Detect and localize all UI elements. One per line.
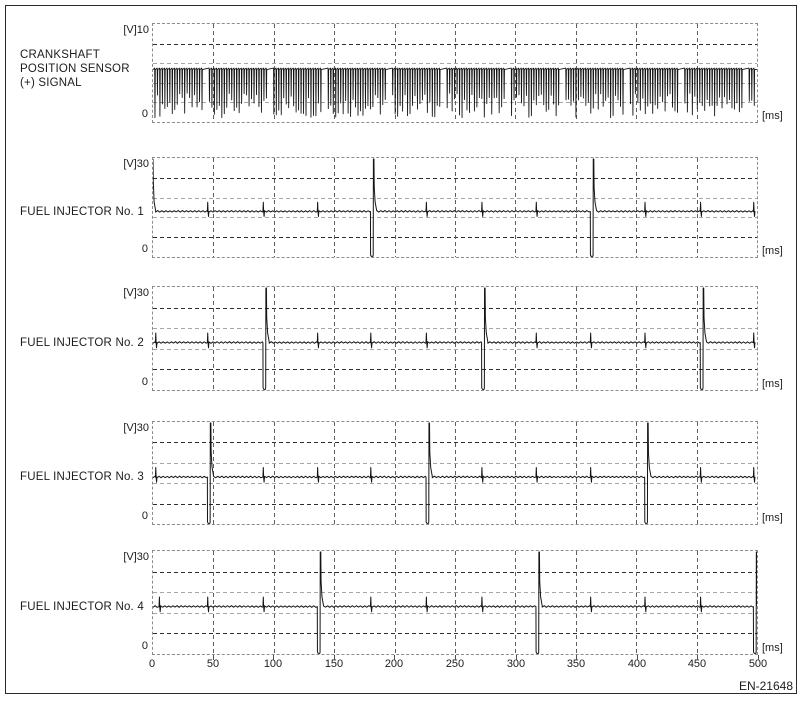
y-axis-zero-label: 0 <box>141 640 148 652</box>
x-axis-tick-label: 400 <box>627 658 647 670</box>
fuel-injector-2-trace <box>153 288 755 389</box>
crankshaft-position-sensor-signal-waveform <box>153 24 757 122</box>
fuel-injector-1-chart <box>152 157 758 258</box>
fuel-injector-2-waveform <box>153 287 757 390</box>
x-axis-tick-label: 300 <box>506 658 526 670</box>
y-axis-zero-label: 0 <box>141 510 148 522</box>
x-axis-tick-mark <box>637 655 638 660</box>
fuel-injector-2-label: FUEL INJECTOR No. 2 <box>20 336 144 350</box>
x-axis-tick-mark <box>273 655 274 660</box>
y-axis-max-label: [V]30 <box>123 551 149 563</box>
crankshaft-position-sensor-signal-label-line: (+) SIGNAL <box>20 77 82 89</box>
x-axis-tick-label: 200 <box>384 658 404 670</box>
x-axis-tick-label: 250 <box>445 658 465 670</box>
x-axis-tick-mark <box>334 655 335 660</box>
fuel-injector-2-chart <box>152 286 758 391</box>
crankshaft-position-sensor-signal-chart <box>152 23 758 123</box>
figure-code: EN-21648 <box>738 679 793 693</box>
fuel-injector-3-chart <box>152 421 758 525</box>
x-axis-tick-label: 150 <box>324 658 344 670</box>
fuel-injector-3-waveform <box>153 422 757 524</box>
y-axis-zero-label: 0 <box>141 108 148 120</box>
crankshaft-position-sensor-signal-label-line: POSITION SENSOR <box>20 63 130 75</box>
x-axis-tick-label: 450 <box>687 658 707 670</box>
x-axis-unit-label: [ms] <box>762 378 783 390</box>
y-axis-max-label: [V]30 <box>123 158 149 170</box>
x-axis-tick-mark <box>394 655 395 660</box>
x-axis-tick-mark <box>516 655 517 660</box>
crankshaft-position-sensor-signal-label: CRANKSHAFT POSITION SENSOR (+) SIGNAL <box>20 48 130 90</box>
fuel-injector-1-label: FUEL INJECTOR No. 1 <box>20 205 144 219</box>
x-axis-unit-label: [ms] <box>762 110 783 122</box>
x-axis-unit-label: [ms] <box>762 245 783 257</box>
x-axis-tick-mark <box>697 655 698 660</box>
fuel-injector-1-label-line: FUEL INJECTOR No. 1 <box>20 206 144 218</box>
x-axis-unit-label: [ms] <box>762 512 783 524</box>
fuel-injector-4-trace <box>153 552 757 653</box>
fuel-injector-3-trace <box>153 423 755 523</box>
fuel-injector-4-label: FUEL INJECTOR No. 4 <box>20 600 144 614</box>
x-axis-tick-mark <box>213 655 214 660</box>
x-axis-tick-mark <box>758 655 759 660</box>
fuel-injector-1-trace <box>153 159 755 256</box>
x-axis-tick-label: 500 <box>748 658 768 670</box>
crankshaft-position-sensor-signal-label-line: CRANKSHAFT <box>20 49 100 61</box>
fuel-injector-3-label: FUEL INJECTOR No. 3 <box>20 470 144 484</box>
fuel-injector-4-waveform <box>153 551 757 654</box>
crankshaft-position-sensor-signal-trace <box>153 68 757 117</box>
y-axis-zero-label: 0 <box>141 243 148 255</box>
x-axis-tick-label: 50 <box>206 658 220 670</box>
x-axis-tick-mark <box>576 655 577 660</box>
fuel-injector-1-waveform <box>153 158 757 257</box>
fuel-injector-4-chart <box>152 550 758 655</box>
y-axis-max-label: [V]30 <box>123 422 149 434</box>
x-axis-tick-label: 350 <box>566 658 586 670</box>
fuel-injector-2-label-line: FUEL INJECTOR No. 2 <box>20 337 144 349</box>
x-axis-tick-mark <box>455 655 456 660</box>
fuel-injector-4-label-line: FUEL INJECTOR No. 4 <box>20 601 144 613</box>
y-axis-max-label: [V]30 <box>123 287 149 299</box>
x-axis-tick-label: 100 <box>263 658 283 670</box>
y-axis-max-label: [V]10 <box>123 24 149 36</box>
x-axis-unit-label: [ms] <box>762 642 783 654</box>
figure-frame <box>5 5 797 694</box>
fuel-injector-3-label-line: FUEL INJECTOR No. 3 <box>20 471 144 483</box>
x-axis-tick-label: 0 <box>148 658 156 670</box>
y-axis-zero-label: 0 <box>141 376 148 388</box>
